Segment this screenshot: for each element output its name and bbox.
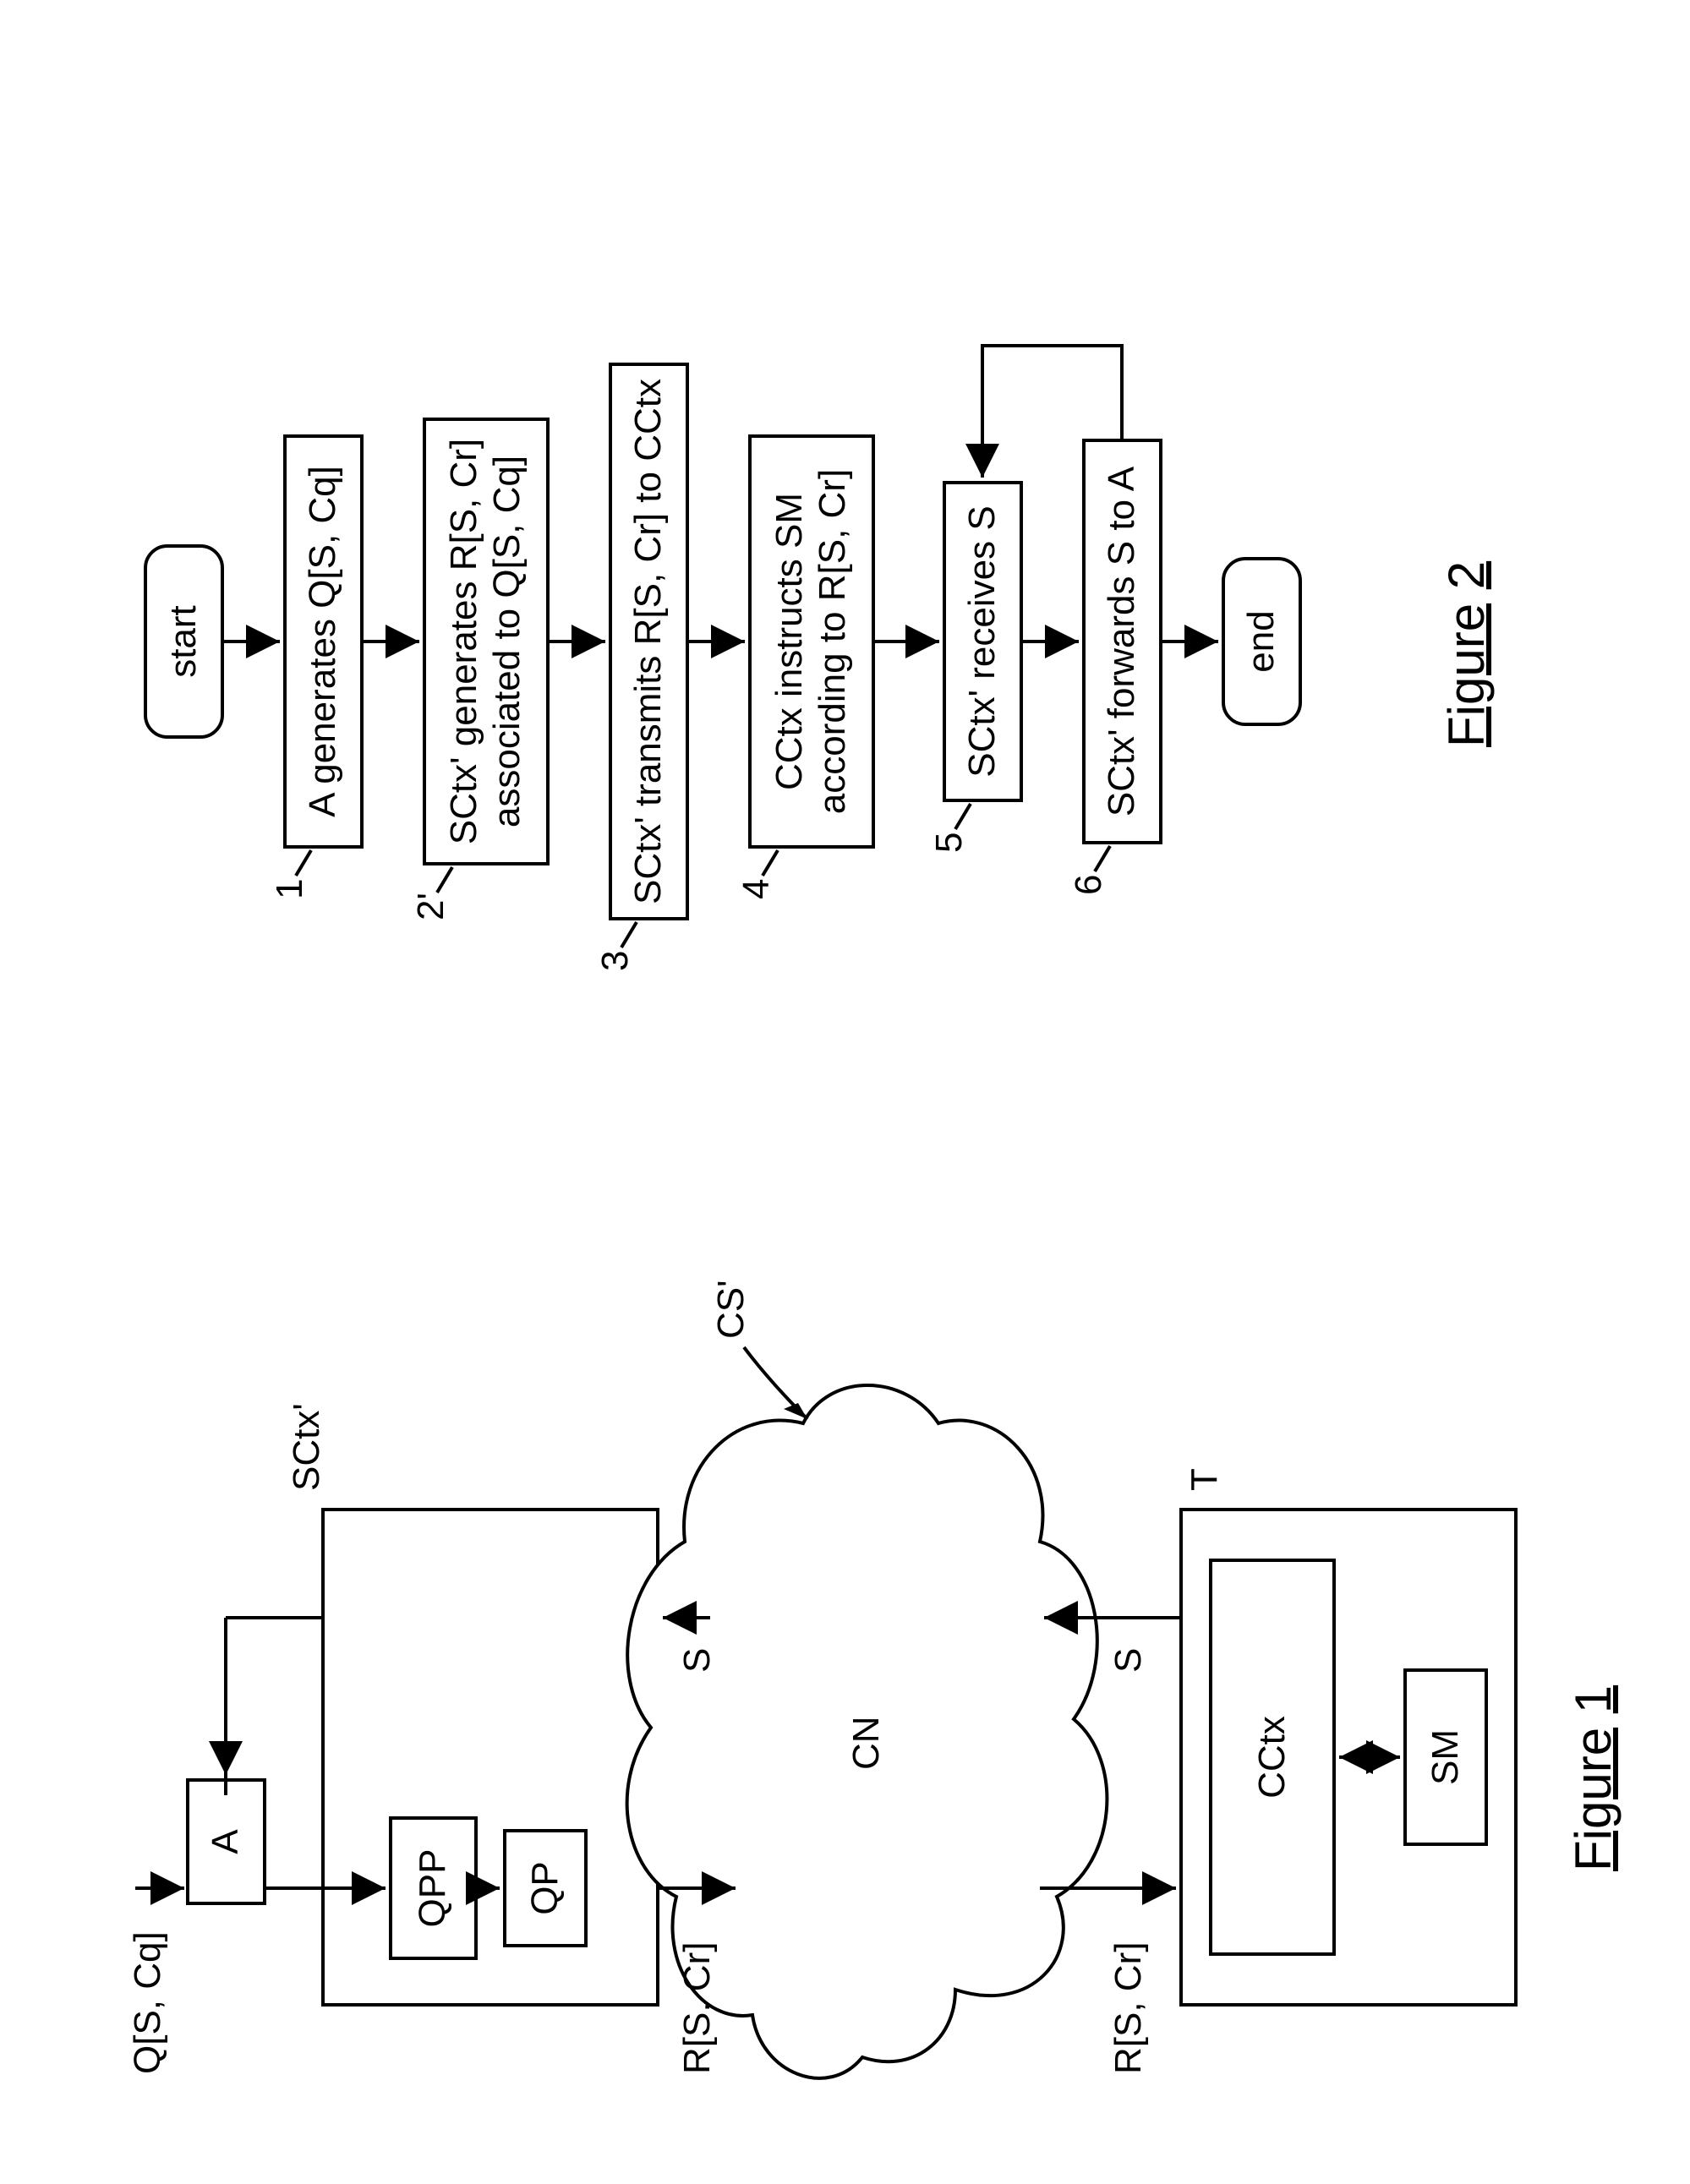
fig2-arrows (0, 0, 1690, 2184)
diagram-canvas: SCtx' A QPP QP CN CS' T CCtx SM Q[S, Cq] (0, 0, 1690, 2184)
fig2-caption-word: Figure (1438, 603, 1495, 747)
fig2-caption: Figure 2 (1437, 561, 1496, 747)
fig2-caption-num: 2 (1438, 561, 1495, 589)
